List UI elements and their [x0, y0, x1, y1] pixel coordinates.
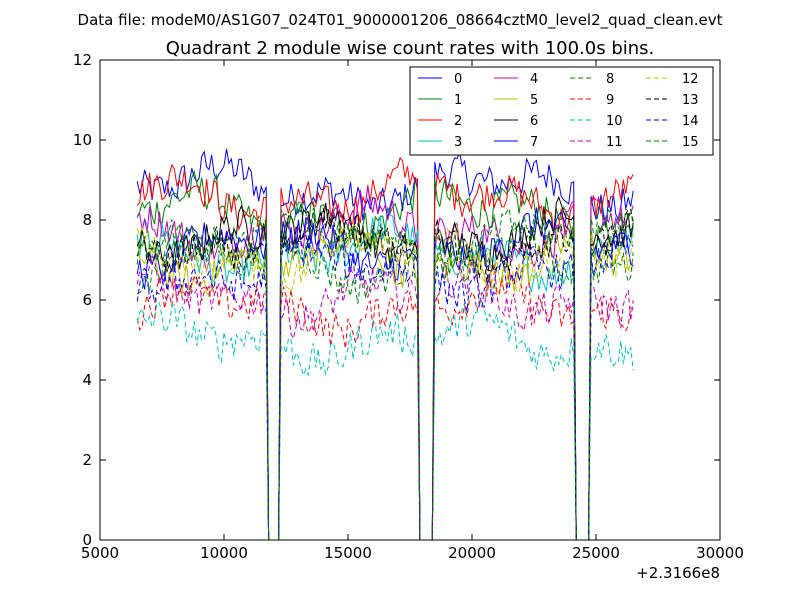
legend-label-14: 14: [682, 114, 699, 129]
legend-label-2: 2: [454, 114, 462, 129]
legend-label-13: 13: [682, 93, 699, 108]
legend-label-10: 10: [606, 114, 623, 129]
series-line-12: [136, 223, 634, 540]
y-tick-label: 0: [82, 531, 92, 549]
series-line-8: [136, 219, 634, 540]
series-line-6: [136, 196, 634, 540]
series-line-10: [136, 300, 634, 540]
series-line-15: [136, 199, 634, 540]
chart-title: Quadrant 2 module wise count rates with …: [166, 38, 655, 59]
series-line-2: [136, 156, 634, 540]
series-line-9: [136, 264, 634, 540]
legend-label-11: 11: [606, 135, 623, 150]
x-tick-label: 30000: [696, 544, 744, 562]
y-tick-label: 4: [82, 371, 92, 389]
legend-label-0: 0: [454, 72, 462, 87]
legend-label-8: 8: [606, 72, 614, 87]
y-tick-label: 12: [73, 51, 92, 69]
legend-label-9: 9: [606, 93, 614, 108]
x-offset-label: +2.3166e8: [636, 564, 720, 582]
legend-label-4: 4: [530, 72, 538, 87]
legend-label-6: 6: [530, 114, 538, 129]
series-layer: [136, 148, 634, 540]
y-tick-label: 2: [82, 451, 92, 469]
legend-label-5: 5: [530, 93, 538, 108]
x-tick-label: 25000: [572, 544, 620, 562]
legend-label-15: 15: [682, 135, 699, 150]
chart-suptitle: Data file: modeM0/AS1G07_024T01_90000012…: [78, 11, 723, 30]
y-tick-label: 8: [82, 211, 92, 229]
y-tick-label: 6: [82, 291, 92, 309]
series-line-0: [136, 148, 634, 540]
x-tick-label: 10000: [200, 544, 248, 562]
series-line-13: [136, 207, 634, 540]
series-line-7: [136, 207, 634, 540]
legend-label-12: 12: [682, 72, 699, 87]
legend-frame: [409, 66, 714, 156]
legend-label-1: 1: [454, 93, 462, 108]
x-tick-label: 15000: [324, 544, 372, 562]
x-tick-label: 5000: [81, 544, 119, 562]
y-tick-label: 10: [73, 131, 92, 149]
x-axis: 5000 10000 15000 20000 25000 30000: [81, 60, 744, 562]
series-line-14: [136, 234, 634, 540]
legend-label-7: 7: [530, 135, 538, 150]
x-tick-label: 20000: [448, 544, 496, 562]
legend-label-3: 3: [454, 135, 462, 150]
